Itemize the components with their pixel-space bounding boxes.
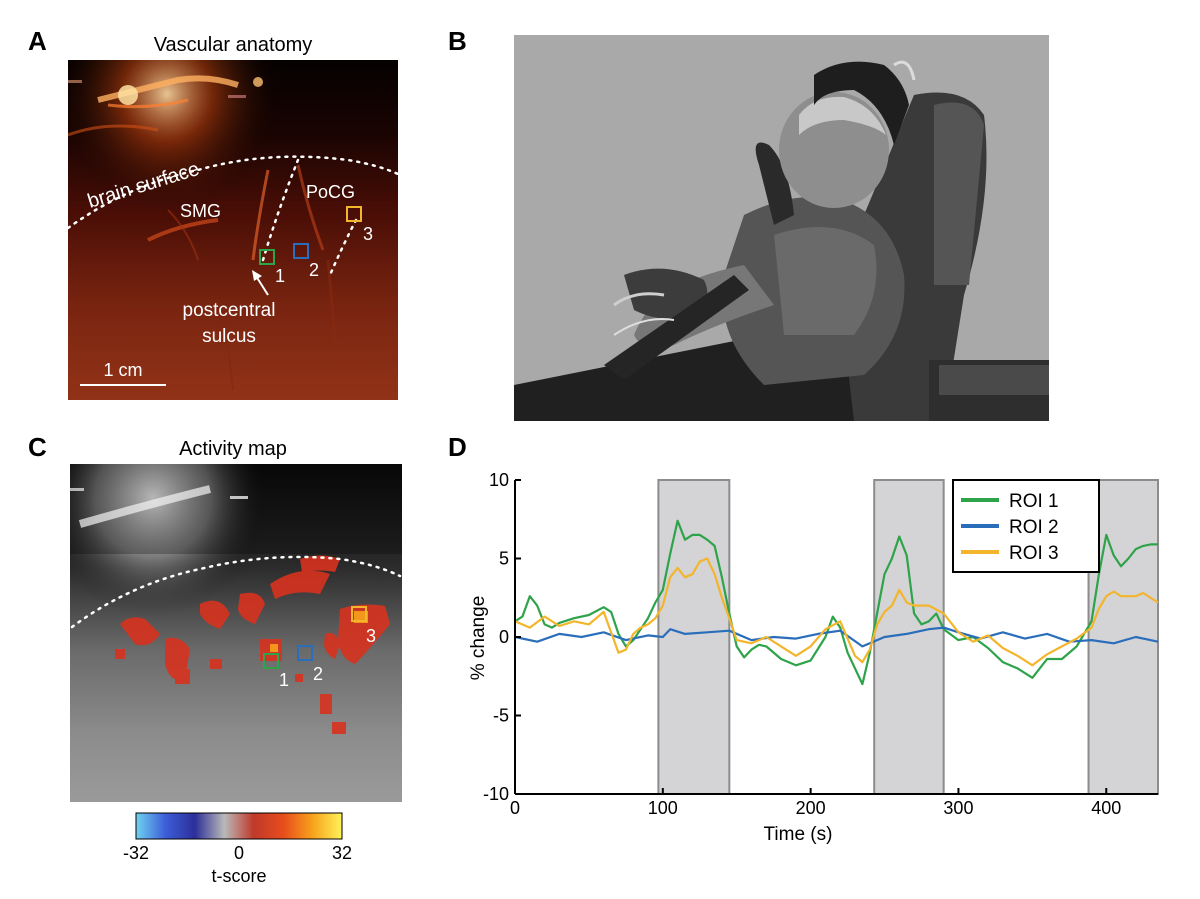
activity-map-title: Activity map — [179, 438, 287, 460]
scale-label: 1 cm — [103, 360, 142, 380]
y-tick-label: -5 — [493, 706, 509, 726]
activity-roi-2-number: 2 — [313, 664, 323, 684]
sulcus-label: sulcus — [202, 326, 256, 347]
activity-roi-1-number: 1 — [279, 670, 289, 690]
colorbar-max-label: 32 — [332, 843, 352, 863]
percent-change-chart: 0 100 200 300 400 -10 -5 0 5 10 ROI 1 ROI 2 ROI 3 T… — [468, 470, 1159, 845]
roi-2-box — [293, 243, 309, 259]
smg-label: SMG — [180, 201, 221, 221]
vascular-anatomy-title: Vascular anatomy — [153, 34, 313, 56]
x-tick-label: 0 — [510, 798, 520, 818]
x-tick-label: 100 — [648, 798, 678, 818]
x-tick-label: 400 — [1091, 798, 1121, 818]
x-tick-label: 200 — [796, 798, 826, 818]
roi-1-number: 1 — [275, 266, 285, 286]
y-tick-label: -10 — [483, 784, 509, 804]
panel-label-c: C — [28, 432, 47, 462]
activity-roi-1-box — [263, 653, 279, 669]
chart-legend: ROI 1 ROI 2 ROI 3 — [952, 479, 1100, 573]
vascular-anatomy-image: brain surface SMG PoCG 1 2 3 postcentral… — [68, 60, 398, 400]
series-line-roi-3 — [514, 557, 1159, 667]
legend-label-roi-3: ROI 3 — [1009, 543, 1059, 564]
colorbar-min-label: -32 — [123, 843, 149, 863]
activity-roi-3-number: 3 — [366, 626, 376, 646]
activity-map-image: 1 2 3 — [70, 464, 402, 802]
roi-2-number: 2 — [309, 260, 319, 280]
x-tick-label: 300 — [943, 798, 973, 818]
panel-label-a: A — [28, 26, 47, 56]
activity-roi-3-box — [351, 606, 367, 622]
pocg-label: PoCG — [306, 182, 355, 202]
roi-3-box — [346, 206, 362, 222]
legend-label-roi-1: ROI 1 — [1009, 491, 1059, 512]
y-axis-label: % change — [468, 596, 489, 681]
legend-label-roi-2: ROI 2 — [1009, 517, 1059, 538]
roi-3-number: 3 — [363, 224, 373, 244]
patient-illustration — [514, 35, 1049, 421]
sulcus-arrow — [255, 275, 269, 296]
postcentral-label: postcentral — [183, 300, 276, 321]
panel-label-b: B — [448, 26, 467, 56]
stimulus-block-1 — [657, 479, 731, 795]
t-score-colorbar: -32 0 32 t-score — [123, 812, 352, 886]
y-tick-label: 5 — [499, 549, 509, 569]
y-tick-label: 0 — [499, 627, 509, 647]
x-axis-label: Time (s) — [764, 824, 833, 845]
series-line-roi-1 — [514, 519, 1158, 686]
activity-roi-2-box — [297, 645, 313, 661]
colorbar-zero-label: 0 — [234, 843, 244, 863]
roi-1-box — [259, 249, 275, 265]
panel-label-d: D — [448, 432, 467, 462]
colorbar-axis-label: t-score — [211, 866, 266, 886]
y-tick-label: 10 — [489, 470, 509, 490]
